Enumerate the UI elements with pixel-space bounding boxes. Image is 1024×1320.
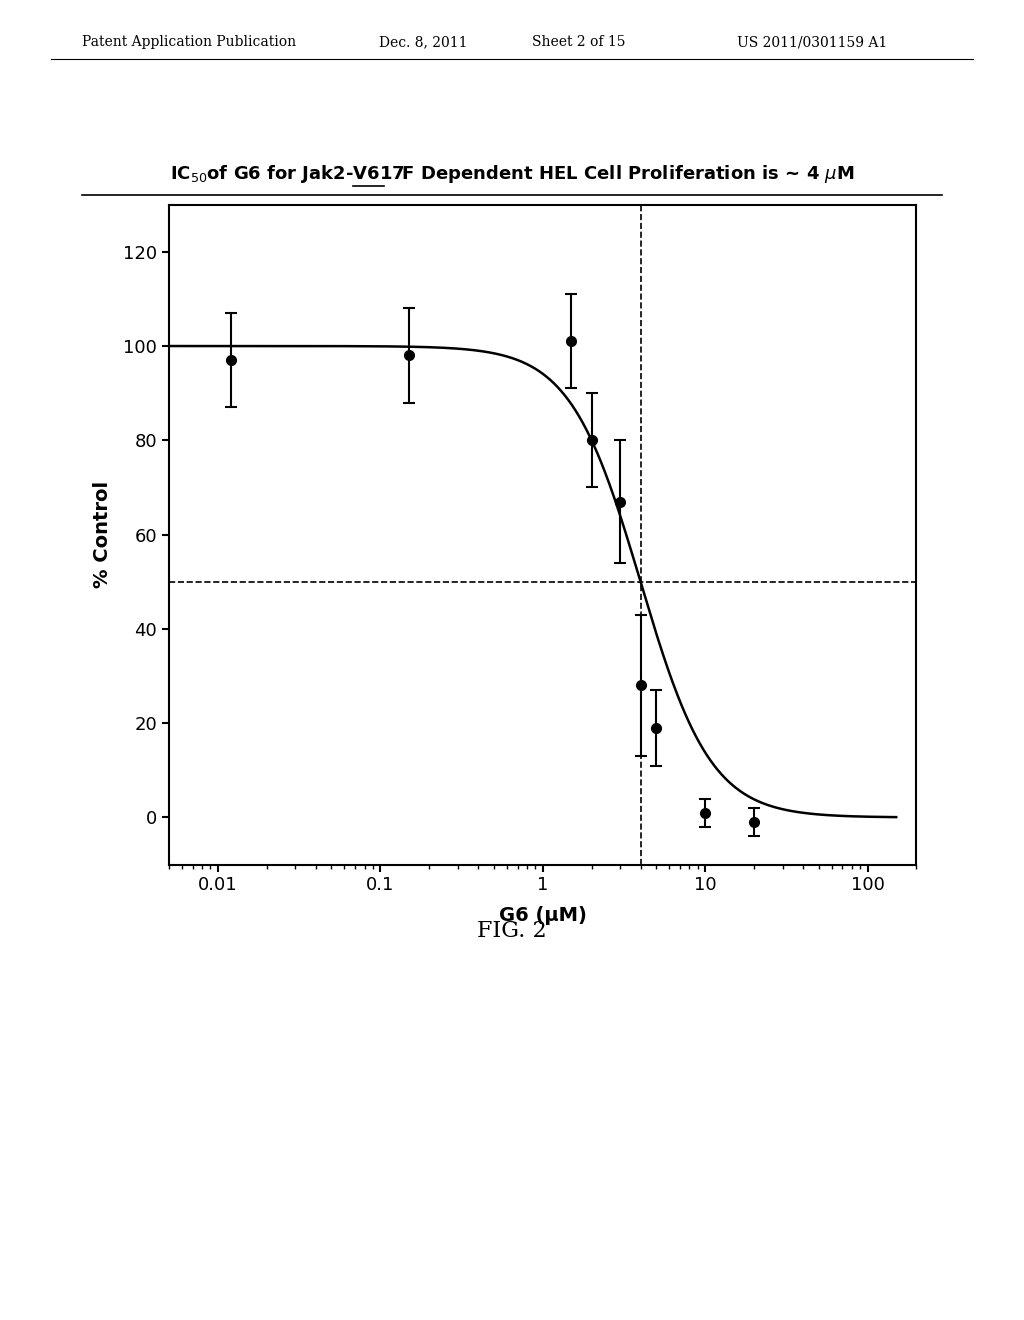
Text: FIG. 2: FIG. 2	[477, 920, 547, 941]
X-axis label: G6 (μM): G6 (μM)	[499, 906, 587, 924]
Text: Patent Application Publication: Patent Application Publication	[82, 36, 296, 49]
Text: IC$_{50}$of G6 for Jak2-V617F Dependent HEL Cell Proliferation is ~ 4 $\mu$M: IC$_{50}$of G6 for Jak2-V617F Dependent …	[170, 164, 854, 185]
Y-axis label: % Control: % Control	[93, 480, 112, 589]
Text: Sheet 2 of 15: Sheet 2 of 15	[532, 36, 626, 49]
Text: US 2011/0301159 A1: US 2011/0301159 A1	[737, 36, 888, 49]
Text: Dec. 8, 2011: Dec. 8, 2011	[379, 36, 467, 49]
